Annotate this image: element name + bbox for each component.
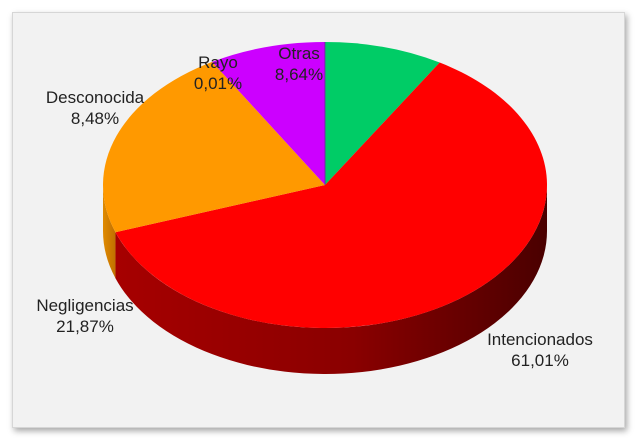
pie-slice-otras bbox=[325, 42, 440, 185]
data-label-category-negligencias: Negligencias bbox=[36, 296, 133, 315]
data-label-category-otras: Otras bbox=[278, 44, 320, 63]
pie-slice-negligencias bbox=[103, 61, 325, 233]
data-label-category-rayo: Rayo bbox=[198, 53, 238, 72]
data-label-value-desconocida: 8,48% bbox=[71, 109, 119, 128]
pie-slice-desconocida bbox=[212, 42, 325, 185]
data-label-category-desconocida: Desconocida bbox=[46, 88, 145, 107]
data-label-category-intencionados: Intencionados bbox=[487, 330, 593, 349]
data-label-value-otras: 8,64% bbox=[275, 65, 323, 84]
pie-slice-intencionados bbox=[115, 62, 547, 328]
data-label-value-negligencias: 21,87% bbox=[56, 317, 114, 336]
data-label-value-rayo: 0,01% bbox=[194, 74, 242, 93]
pie-side-intencionados bbox=[115, 185, 547, 374]
pie-side-negligencias bbox=[103, 185, 116, 279]
data-label-value-intencionados: 61,01% bbox=[511, 351, 569, 370]
